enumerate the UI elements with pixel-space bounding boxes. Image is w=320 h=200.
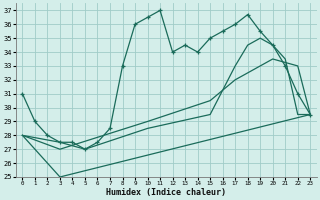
X-axis label: Humidex (Indice chaleur): Humidex (Indice chaleur) [106, 188, 226, 197]
